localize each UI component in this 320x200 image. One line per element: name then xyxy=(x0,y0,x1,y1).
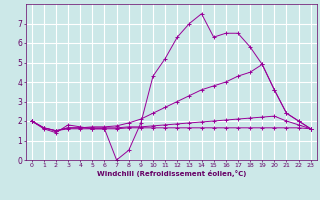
X-axis label: Windchill (Refroidissement éolien,°C): Windchill (Refroidissement éolien,°C) xyxy=(97,170,246,177)
